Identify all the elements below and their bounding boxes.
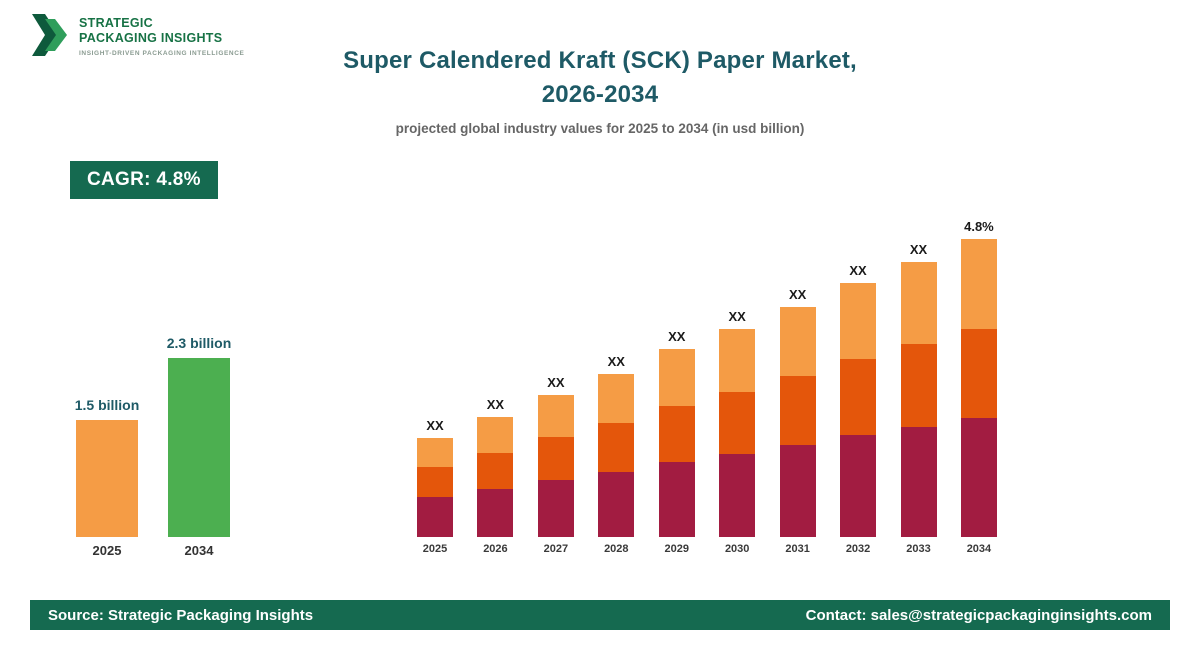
stacked-bar-group: XX: [900, 242, 937, 537]
bar-segment-middle: [779, 376, 816, 445]
bar-value-label: XX: [849, 263, 867, 278]
page-title-line2: 2026-2034: [541, 81, 659, 108]
bar-segment-bottom: [417, 497, 453, 537]
bar-segment-bottom: [658, 462, 695, 537]
bar-value-label: XX: [668, 329, 686, 344]
bar-value-label: 4.8%: [964, 219, 994, 234]
bar-segment-middle: [477, 453, 514, 489]
footer-bar: Source: Strategic Packaging Insights Con…: [30, 600, 1170, 630]
bar-segment-middle: [658, 406, 695, 462]
stacked-bar-group: XX: [779, 287, 816, 537]
stacked-bar: [719, 329, 756, 537]
brand-logo: STRATEGIC PACKAGING INSIGHTS INSIGHT-DRI…: [30, 12, 244, 58]
main-chart-bars: XX XX XX XX XX XX XX XX XX 4.8%: [417, 215, 997, 537]
mini-bar-column: 2.3 billion: [166, 334, 232, 537]
bar-segment-bottom: [598, 472, 635, 537]
page-title-line1: Super Calendered Kraft (SCK) Paper Marke…: [343, 47, 857, 74]
bar-segment-bottom: [719, 454, 756, 537]
mini-bar: [76, 420, 138, 537]
bar-segment-top: [537, 395, 574, 437]
stacked-bar-group: XX: [477, 397, 514, 537]
bar-value-label: XX: [426, 418, 444, 433]
bar-segment-bottom: [960, 418, 997, 537]
bar-segment-middle: [537, 437, 574, 480]
cagr-badge: CAGR: 4.8%: [70, 161, 218, 199]
bar-value-label: XX: [607, 354, 625, 369]
stacked-bar: [779, 307, 816, 537]
bar-segment-middle: [840, 359, 877, 435]
bar-segment-middle: [598, 423, 635, 472]
bar-segment-top: [960, 239, 997, 329]
bar-segment-middle: [960, 329, 997, 418]
bar-year-label: 2025: [422, 543, 448, 555]
bar-year-label: 2026: [483, 543, 508, 555]
bar-segment-top: [900, 262, 937, 344]
bar-year-label: 2034: [966, 543, 992, 555]
mini-bar-column: 1.5 billion: [74, 397, 140, 537]
mini-chart-years: 2025 2034: [76, 543, 256, 558]
stacked-bar: [840, 283, 877, 537]
mini-bar-year-label: 2025: [92, 543, 122, 558]
stacked-bar-group: XX: [537, 375, 574, 537]
bar-year-label: 2030: [724, 543, 750, 555]
stacked-bar: [477, 417, 514, 537]
bar-segment-top: [658, 349, 695, 406]
bar-segment-top: [719, 329, 756, 392]
bar-segment-bottom: [840, 435, 877, 537]
bar-segment-bottom: [900, 427, 937, 537]
stacked-bar-group: XX: [719, 309, 756, 537]
stacked-bar-group: XX: [840, 263, 877, 537]
footer-source: Source: Strategic Packaging Insights: [48, 606, 314, 624]
bar-value-label: XX: [547, 375, 565, 390]
bar-year-label: 2033: [906, 543, 931, 555]
bar-value-label: XX: [486, 397, 505, 412]
brand-name-line1: STRATEGIC: [79, 16, 153, 30]
bar-year-label: 2028: [604, 543, 629, 555]
stacked-bar-group: 4.8%: [960, 219, 997, 537]
bar-year-label: 2027: [543, 543, 569, 555]
footer-contact: Contact: sales@strategicpackaginginsight…: [805, 606, 1152, 624]
stacked-bar: [960, 239, 997, 537]
growth-summary-chart: 1.5 billion 2.3 billion 2025 2034: [74, 334, 256, 558]
stacked-bar-group: XX: [417, 418, 453, 537]
page-subtitle: projected global industry values for 202…: [395, 121, 805, 136]
mini-bar: [168, 357, 230, 537]
stacked-bar-group: XX: [658, 329, 695, 537]
bar-segment-middle: [900, 344, 937, 427]
projected-values-chart: XX XX XX XX XX XX XX XX XX 4.8% 2025 2026 2027 2028 2…: [417, 215, 997, 555]
mini-bar-value-label: 1.5 billion: [74, 397, 140, 413]
chevron-logo-icon: [32, 14, 67, 56]
brand-tagline: INSIGHT-DRIVEN PACKAGING INTELLIGENCE: [79, 50, 245, 57]
mini-chart-bars: 1.5 billion 2.3 billion: [74, 334, 256, 537]
stacked-bar-group: XX: [598, 354, 635, 537]
bar-segment-bottom: [537, 480, 574, 537]
bar-value-label: XX: [788, 287, 807, 302]
bar-value-label: XX: [728, 309, 746, 324]
bar-segment-top: [598, 374, 635, 423]
bar-year-label: 2032: [845, 543, 871, 555]
bar-segment-middle: [417, 467, 453, 497]
bar-segment-bottom: [477, 489, 514, 537]
bar-segment-top: [779, 307, 816, 376]
bar-year-label: 2029: [664, 543, 689, 555]
brand-name-line2: PACKAGING INSIGHTS: [79, 31, 223, 45]
bar-segment-top: [840, 283, 877, 359]
stacked-bar: [537, 395, 574, 537]
bar-segment-top: [417, 438, 453, 467]
bar-year-label: 2031: [785, 543, 810, 555]
stacked-bar: [417, 438, 453, 537]
bar-segment-top: [477, 417, 514, 453]
main-chart-years: 2025 2026 2027 2028 2029 2030 2031 2032 2033 2034: [417, 543, 997, 555]
stacked-bar: [598, 374, 635, 537]
mini-bar-value-label: 2.3 billion: [166, 334, 232, 351]
brand-logo-text: STRATEGIC PACKAGING INSIGHTS INSIGHT-DRI…: [79, 16, 244, 57]
bar-value-label: XX: [909, 242, 928, 257]
bar-segment-bottom: [779, 445, 816, 537]
mini-bar-year-label: 2034: [184, 543, 214, 558]
bar-segment-middle: [719, 392, 756, 454]
header: Super Calendered Kraft (SCK) Paper Marke…: [0, 44, 1200, 136]
stacked-bar: [900, 262, 937, 537]
stacked-bar: [658, 349, 695, 537]
